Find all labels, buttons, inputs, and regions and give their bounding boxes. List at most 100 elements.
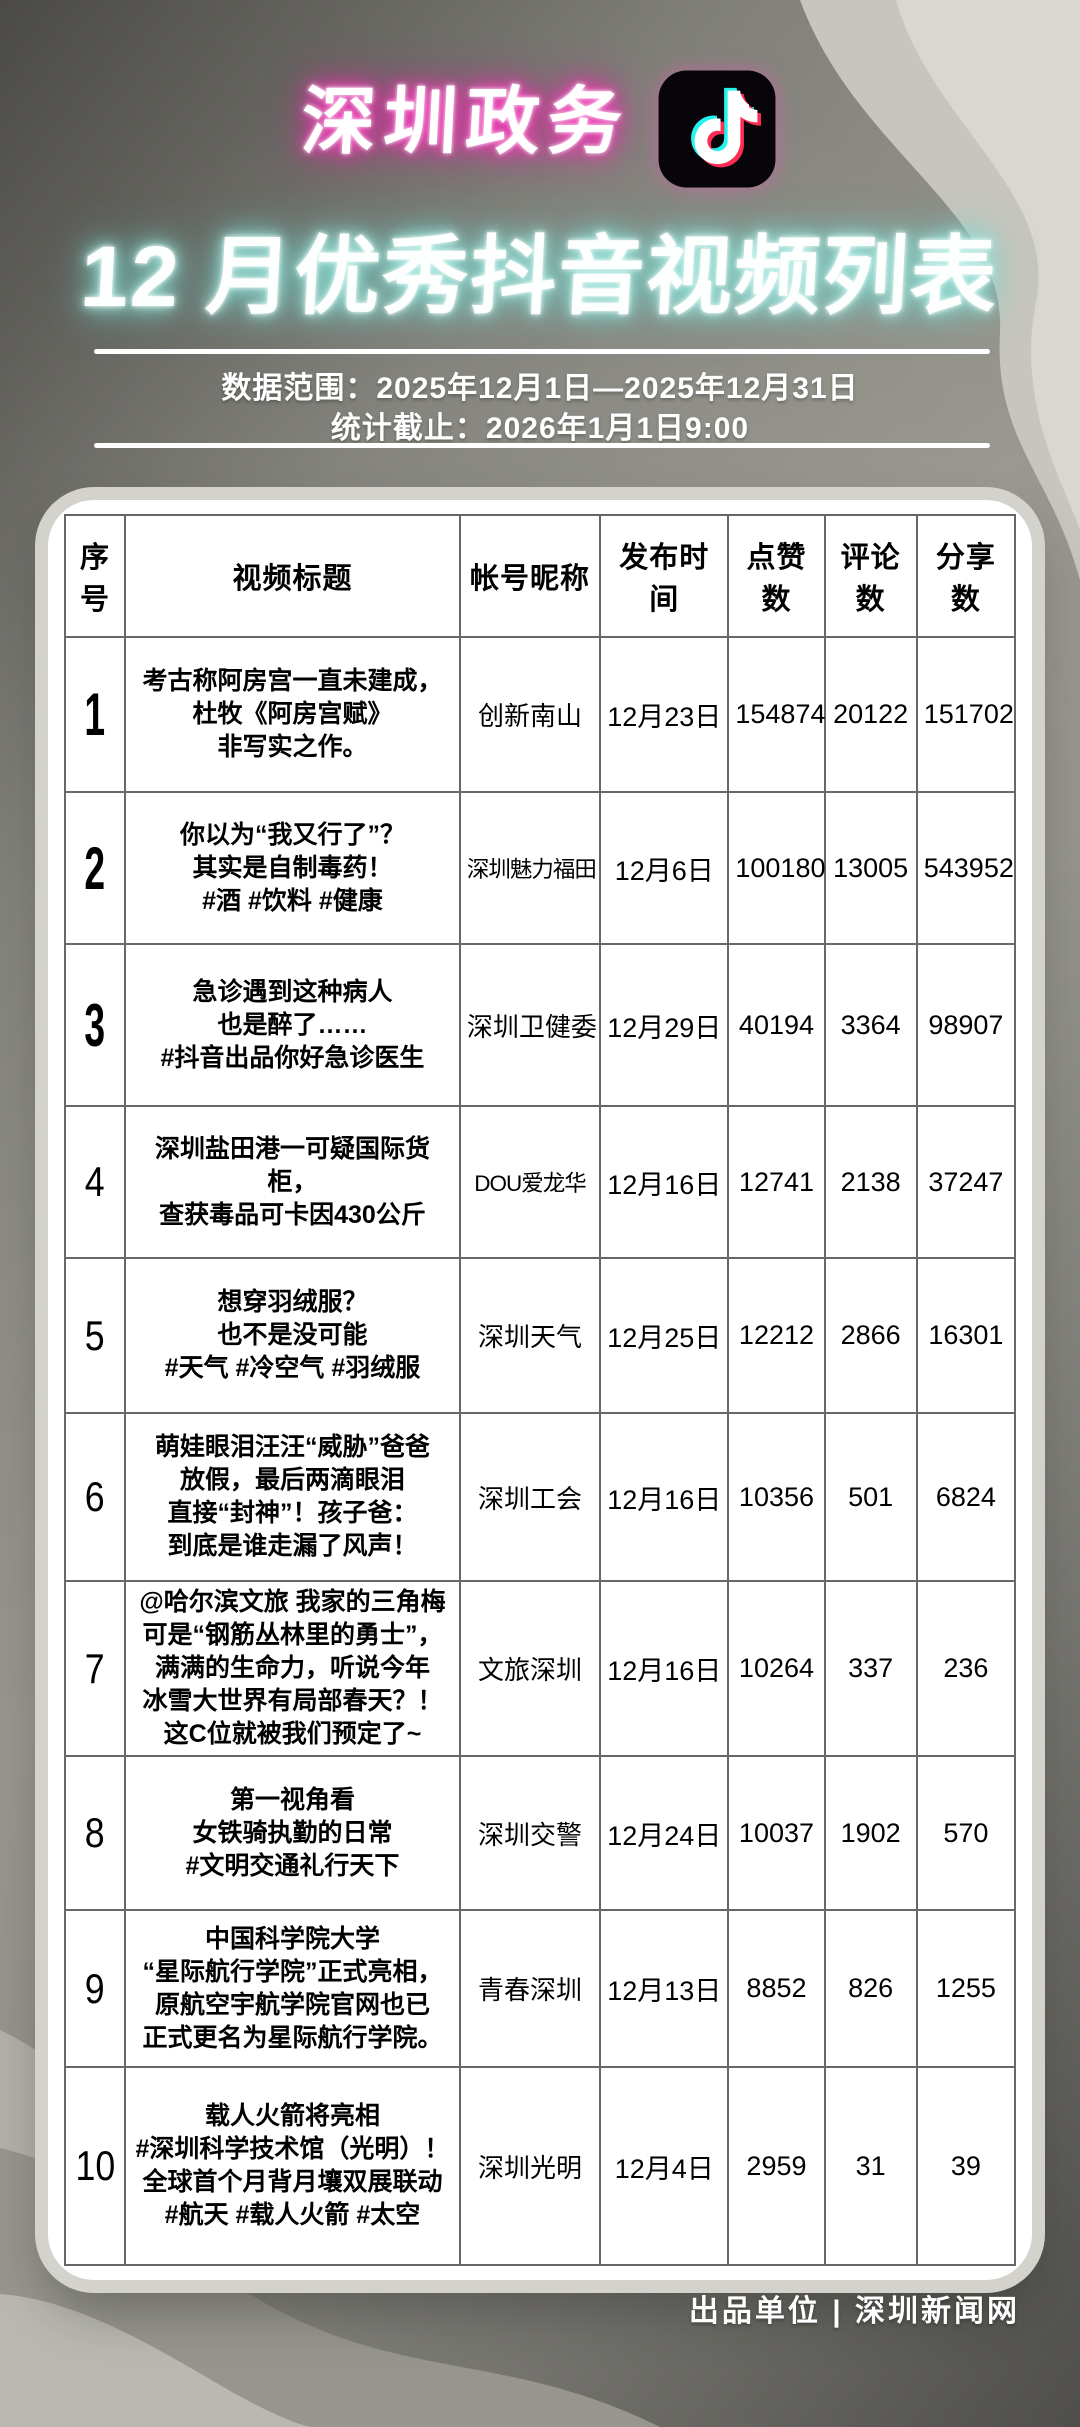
poster-title-line1: 深圳政务	[299, 80, 632, 163]
likes-count-cell: 154874	[727, 636, 826, 793]
table-row: 7 @哈尔滨文旅 我家的三角梅 可是“钢筋丛林里的勇士”， 满满的生命力，听说今…	[63, 1580, 1017, 1757]
col-header-likes: 点赞数	[727, 514, 826, 638]
comments-count-cell: 2138	[823, 1105, 918, 1259]
rank-number: 1	[84, 681, 106, 748]
video-table-body: 1 考古称阿房宫一直未建成， 杜牧《阿房宫赋》 非写实之作。 创新南山 12月2…	[63, 636, 1017, 2266]
rank-cell: 6	[63, 1412, 127, 1582]
table-row: 8 第一视角看 女铁骑执勤的日常 #文明交通礼行天下 深圳交警 12月24日 1…	[63, 1755, 1017, 1911]
table-row: 2 你以为“我又行了”？ 其实是自制毒药！ #酒 #饮料 #健康 深圳魅力福田 …	[63, 791, 1017, 945]
shares-count-cell: 37247	[915, 1105, 1017, 1259]
shares-count-cell: 39	[915, 2066, 1017, 2266]
table-row: 6 萌娃眼泪汪汪“威胁”爸爸 放假，最后两滴眼泪 直接“封神”！孩子爸： 到底是…	[63, 1412, 1017, 1582]
col-header-comments: 评论数	[823, 514, 918, 638]
publish-date-cell: 12月4日	[599, 2066, 730, 2266]
account-name-cell: 青春深圳	[458, 1909, 602, 2068]
account-name-cell: 深圳光明	[458, 2066, 602, 2266]
comments-count-cell: 826	[823, 1909, 918, 2068]
shares-count-cell: 236	[915, 1580, 1017, 1757]
publish-date-cell: 12月6日	[599, 791, 730, 945]
video-title-cell: 萌娃眼泪汪汪“威胁”爸爸 放假，最后两滴眼泪 直接“封神”！孩子爸： 到底是谁走…	[124, 1412, 461, 1582]
comments-count-cell: 31	[823, 2066, 918, 2266]
comments-count-cell: 3364	[823, 943, 918, 1107]
shares-count-cell: 1255	[915, 1909, 1017, 2068]
likes-count-cell: 10356	[727, 1412, 826, 1582]
bg-wave-bottom-light	[0, 2294, 314, 2427]
rank-number: 3	[84, 991, 106, 1059]
publish-date-cell: 12月16日	[599, 1105, 730, 1259]
rank-cell: 9	[63, 1909, 127, 2068]
rank-cell: 4	[63, 1105, 127, 1259]
rank-cell: 10	[63, 2066, 127, 2266]
table-row: 4 深圳盐田港一可疑国际货柜， 查获毒品可卡因430公斤 DOU爱龙华 12月1…	[63, 1105, 1017, 1259]
table-card: 序号 视频标题 帐号昵称 发布时间 点赞数 评论数 分享数 1 考古称阿房宫一直…	[48, 500, 1032, 2280]
likes-count-cell: 10264	[727, 1580, 826, 1757]
account-name-cell: 文旅深圳	[458, 1580, 602, 1757]
video-title-cell: 中国科学院大学 “星际航行学院”正式亮相， 原航空宇航学院官网也已 正式更名为星…	[124, 1909, 461, 2068]
shares-count-cell: 543952	[915, 791, 1017, 945]
stats-cutoff-text: 统计截止：2026年1月1日9:00	[330, 412, 750, 445]
video-title-cell: 想穿羽绒服？ 也不是没可能 #天气 #冷空气 #羽绒服	[124, 1257, 461, 1414]
rank-cell: 8	[63, 1755, 127, 1911]
account-name-cell: DOU爱龙华	[458, 1105, 602, 1259]
video-title-cell: 考古称阿房宫一直未建成， 杜牧《阿房宫赋》 非写实之作。	[124, 636, 461, 793]
col-header-date: 发布时间	[599, 514, 730, 638]
col-header-title: 视频标题	[124, 514, 461, 638]
comments-count-cell: 337	[823, 1580, 918, 1757]
rank-cell: 5	[63, 1257, 127, 1414]
rank-cell: 2	[63, 791, 127, 945]
publish-date-cell: 12月25日	[599, 1257, 730, 1414]
poster-title-line2: 12 月优秀抖音视频列表	[78, 229, 1001, 325]
rank-number: 6	[85, 1473, 105, 1520]
rank-number: 2	[84, 834, 106, 902]
rank-cell: 7	[63, 1580, 127, 1757]
likes-count-cell: 12741	[727, 1105, 826, 1259]
douyin-note-icon	[658, 70, 776, 188]
col-header-rank: 序号	[63, 514, 127, 638]
account-name-cell: 深圳交警	[458, 1755, 602, 1911]
video-title-cell: @哈尔滨文旅 我家的三角梅 可是“钢筋丛林里的勇士”， 满满的生命力，听说今年 …	[124, 1580, 461, 1757]
shares-count-cell: 570	[915, 1755, 1017, 1911]
table-header-row: 序号 视频标题 帐号昵称 发布时间 点赞数 评论数 分享数	[63, 514, 1017, 638]
account-name-cell: 深圳卫健委	[458, 943, 602, 1107]
publish-date-cell: 12月16日	[599, 1580, 730, 1757]
publish-date-cell: 12月23日	[599, 636, 730, 793]
rank-cell: 3	[63, 943, 127, 1107]
rank-number: 10	[75, 2142, 116, 2189]
publish-date-cell: 12月16日	[599, 1412, 730, 1582]
video-title-cell: 第一视角看 女铁骑执勤的日常 #文明交通礼行天下	[124, 1755, 461, 1911]
comments-count-cell: 501	[823, 1412, 918, 1582]
video-title-cell: 载人火箭将亮相 #深圳科学技术馆（光明）！ 全球首个月背月壤双展联动 #航天 #…	[124, 2066, 461, 2266]
publish-date-cell: 12月29日	[599, 943, 730, 1107]
video-title-cell: 你以为“我又行了”？ 其实是自制毒药！ #酒 #饮料 #健康	[124, 791, 461, 945]
rank-number: 9	[85, 1964, 105, 2012]
credit-text: 出品单位 | 深圳新闻网	[688, 2295, 1020, 2328]
likes-count-cell: 12212	[727, 1257, 826, 1414]
shares-count-cell: 98907	[915, 943, 1017, 1107]
shares-count-cell: 16301	[915, 1257, 1017, 1414]
comments-count-cell: 20122	[823, 636, 918, 793]
likes-count-cell: 40194	[727, 943, 826, 1107]
video-title-cell: 急诊遇到这种病人 也是醉了…… #抖音出品你好急诊医生	[124, 943, 461, 1107]
likes-count-cell: 100180	[727, 791, 826, 945]
likes-count-cell: 8852	[727, 1909, 826, 2068]
comments-count-cell: 13005	[823, 791, 918, 945]
account-name-cell: 深圳魅力福田	[458, 791, 602, 945]
likes-count-cell: 2959	[727, 2066, 826, 2266]
account-name-cell: 深圳工会	[458, 1412, 602, 1582]
video-ranking-table: 序号 视频标题 帐号昵称 发布时间 点赞数 评论数 分享数 1 考古称阿房宫一直…	[63, 514, 1017, 2266]
rank-cell: 1	[63, 636, 127, 793]
header-title-row: 深圳政务	[0, 62, 1080, 190]
divider-bottom	[94, 443, 990, 448]
account-name-cell: 深圳天气	[458, 1257, 602, 1414]
table-row: 9 中国科学院大学 “星际航行学院”正式亮相， 原航空宇航学院官网也已 正式更名…	[63, 1909, 1017, 2068]
table-row: 3 急诊遇到这种病人 也是醉了…… #抖音出品你好急诊医生 深圳卫健委 12月2…	[63, 943, 1017, 1107]
table-row: 10 载人火箭将亮相 #深圳科学技术馆（光明）！ 全球首个月背月壤双展联动 #航…	[63, 2066, 1017, 2266]
table-row: 1 考古称阿房宫一直未建成， 杜牧《阿房宫赋》 非写实之作。 创新南山 12月2…	[63, 636, 1017, 793]
rank-number: 8	[85, 1809, 105, 1856]
publish-date-cell: 12月13日	[599, 1909, 730, 2068]
account-name-cell: 创新南山	[458, 636, 602, 793]
table-row: 5 想穿羽绒服？ 也不是没可能 #天气 #冷空气 #羽绒服 深圳天气 12月25…	[63, 1257, 1017, 1414]
shares-count-cell: 151702	[915, 636, 1017, 793]
likes-count-cell: 10037	[727, 1755, 826, 1911]
